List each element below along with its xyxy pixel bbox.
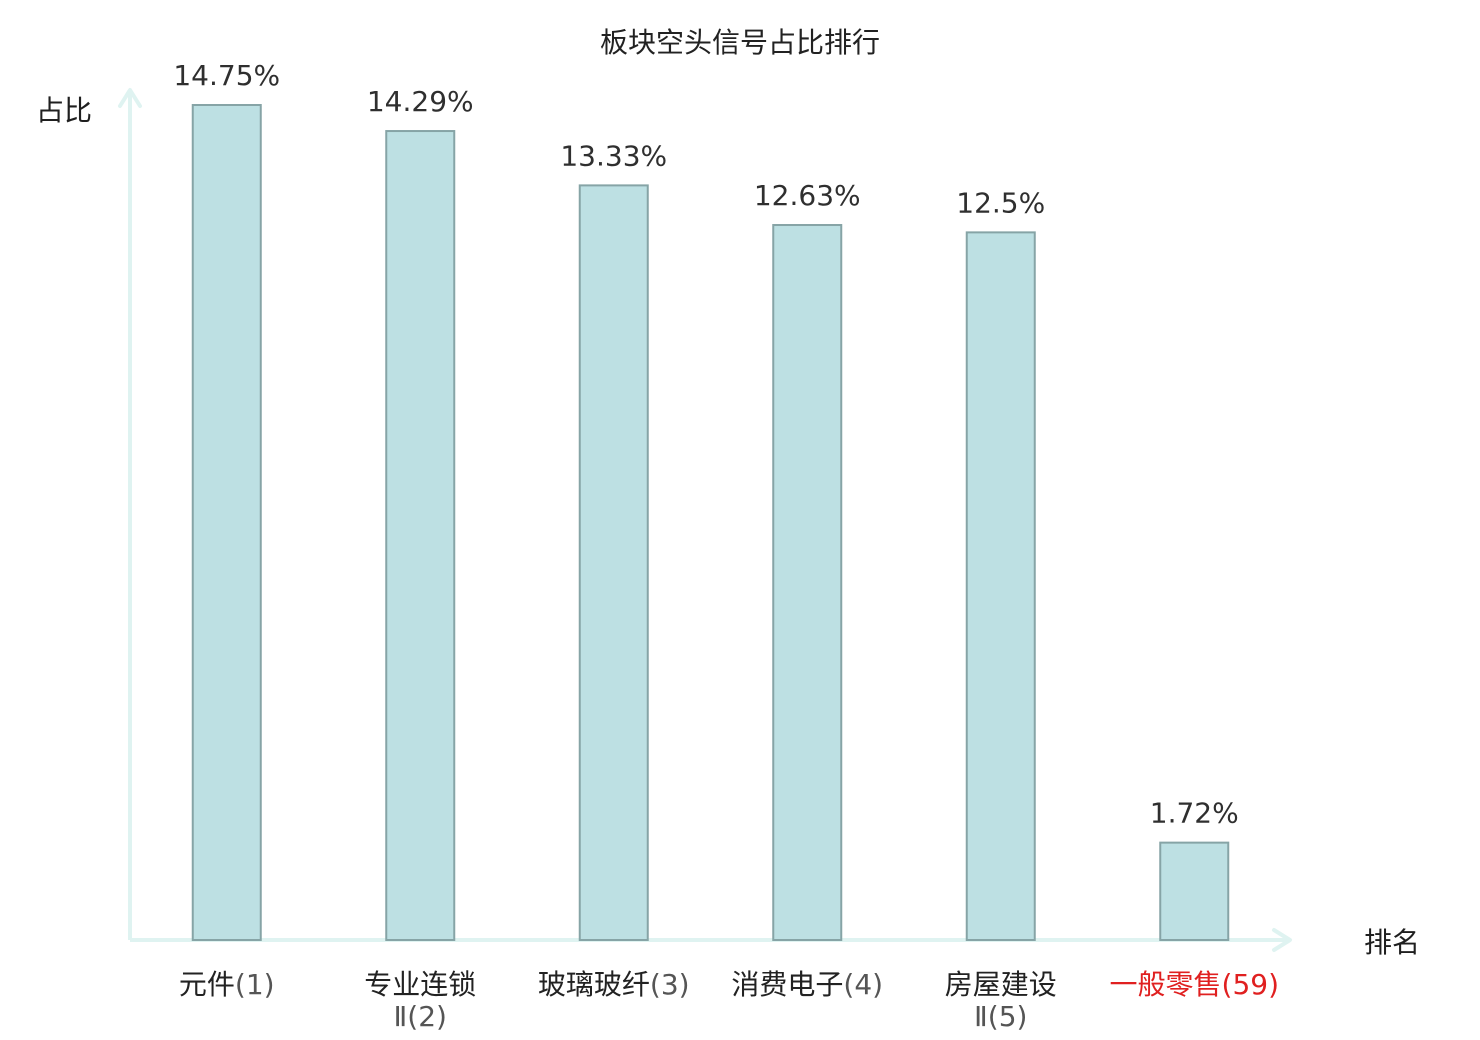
category-name: 房屋建设: [945, 968, 1057, 1001]
category-rank: (1): [235, 968, 275, 1001]
bar-value-label: 14.29%: [367, 85, 474, 118]
bars-group: 14.75%元件(1)14.29%专业连锁Ⅱ(2)13.33%玻璃玻纤(3)12…: [173, 59, 1279, 1033]
x-axis-arrow-icon: [1272, 928, 1292, 952]
category-label: 元件(1): [179, 968, 275, 1001]
y-axis-label: 占比: [36, 94, 92, 127]
category-label: 消费电子(4): [731, 968, 883, 1001]
bar-value-label: 12.63%: [754, 179, 861, 212]
category-rank: (3): [650, 968, 690, 1001]
y-axis-arrow-icon: [118, 88, 142, 108]
category-name: 专业连锁: [364, 968, 476, 1001]
bar-value-label: 14.75%: [173, 59, 280, 92]
bar: [965, 231, 1036, 942]
category-name: 消费电子: [731, 968, 843, 1001]
category-rank: (5): [988, 1000, 1028, 1033]
category-rank: (2): [407, 1000, 447, 1033]
category-label: 玻璃玻纤(3): [538, 968, 690, 1001]
category-label: 一般零售(59): [1110, 968, 1280, 1001]
chart-title: 板块空头信号占比排行: [600, 26, 880, 59]
category-label: 房屋建设: [945, 968, 1057, 1001]
category-rank: (4): [843, 968, 883, 1001]
category-name-suffix: Ⅱ: [974, 1000, 988, 1033]
category-rank: (59): [1222, 968, 1279, 1001]
bar-value-label: 1.72%: [1150, 797, 1239, 830]
bar: [385, 130, 456, 942]
category-label: 专业连锁: [364, 968, 476, 1001]
category-name-suffix: Ⅱ: [394, 1000, 408, 1033]
bar: [1159, 841, 1230, 941]
bar-value-label: 12.5%: [956, 186, 1045, 219]
bar: [578, 184, 649, 942]
category-label-line2: Ⅱ(2): [394, 1000, 447, 1033]
bar: [191, 104, 262, 941]
bar-value-label: 13.33%: [560, 139, 667, 172]
category-name: 一般零售: [1110, 968, 1222, 1001]
x-axis-label: 排名: [1364, 926, 1420, 959]
category-label-line2: Ⅱ(5): [974, 1000, 1027, 1033]
bar: [772, 224, 843, 942]
category-name: 元件: [179, 968, 235, 1001]
category-name: 玻璃玻纤: [538, 968, 650, 1001]
